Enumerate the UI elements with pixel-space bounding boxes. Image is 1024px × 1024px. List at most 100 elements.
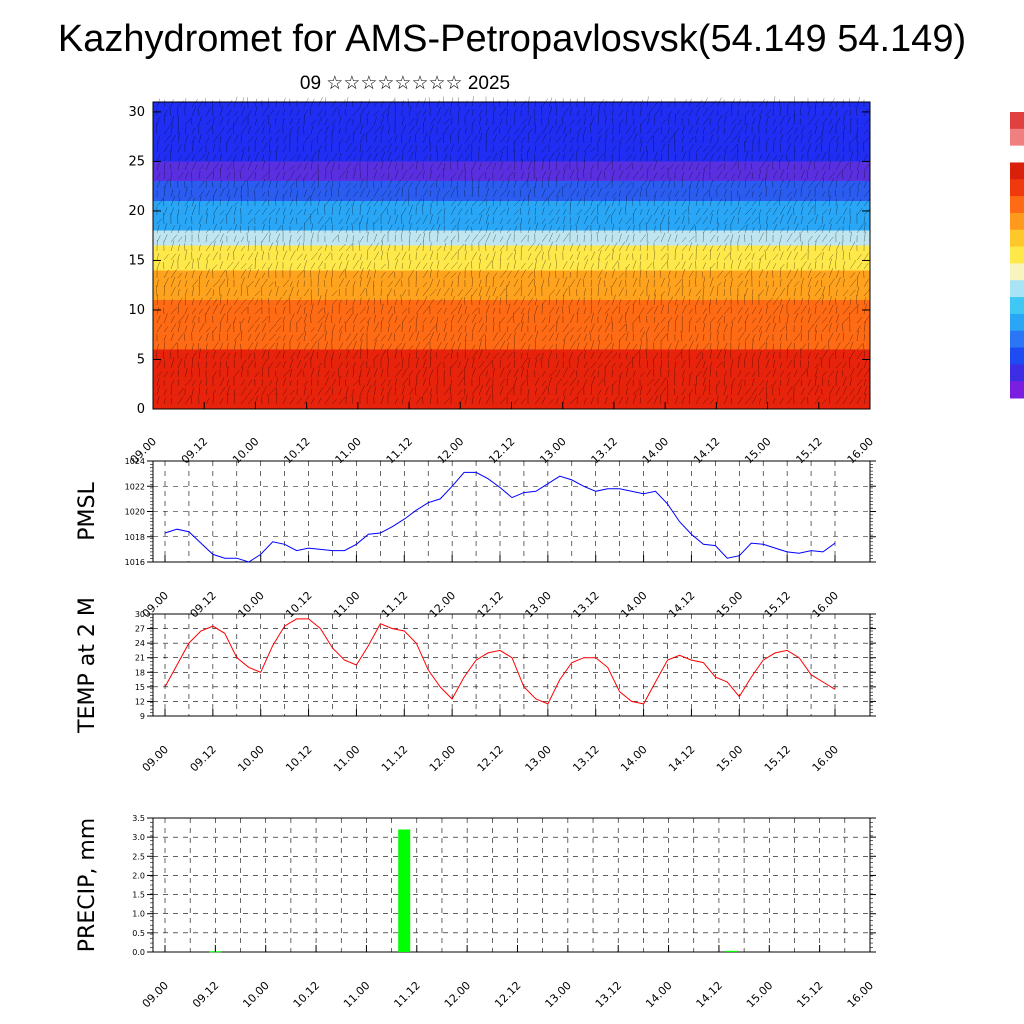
x-tick-label: 09.12 [190,979,221,1010]
x-tick-label: 15.12 [794,979,825,1010]
x-tick-label: 15.00 [742,435,773,466]
x-tick-label: 12.12 [475,743,506,774]
x-tick-label: 16.00 [810,589,841,620]
x-tick-label: 14.12 [666,589,697,620]
y-tick-label: 1.5 [132,891,145,900]
y-tick-label: 21 [135,654,145,663]
x-tick-label: 15.12 [793,435,824,466]
x-tick-label: 10.12 [291,979,322,1010]
x-tick-label: 09.00 [140,743,171,774]
y-tick-label: 1016 [125,558,145,567]
y-tick-label: 15 [128,253,145,268]
colorbar-swatch [1010,162,1024,180]
y-tick-label: 2.5 [132,852,145,861]
y-tick-label: 1018 [125,533,145,542]
colorbar-swatch [1010,229,1024,248]
x-tick-label: 11.12 [384,435,415,466]
x-tick-label: 11.00 [333,435,364,466]
y-tick-label: 0 [137,402,145,417]
date-subtitle: 09 ☆☆☆☆☆☆☆☆ 2025 [299,73,511,94]
colorbar-swatch [1010,381,1024,399]
precip-bar [398,829,411,952]
x-tick-label: 10.00 [235,743,266,774]
colorbar-swatch [1010,212,1024,231]
y-tick-label: 1.0 [132,910,145,919]
plot-frame [152,817,871,953]
x-tick-label: 11.12 [379,589,410,620]
x-tick-label: 14.12 [691,435,722,466]
x-tick-label: 09.12 [188,743,219,774]
precip-chart: 0.0 0.5 1.0 1.5 2.0 2.5 3.0 3.5 09.00 09.12 10.00 1… [75,814,876,1010]
x-tick-label: 13.12 [589,435,620,466]
x-tick-label: 14.12 [666,743,697,774]
x-tick-label: 15.12 [762,743,793,774]
colorbar-swatch [1010,280,1024,298]
colorbar-swatch [1010,347,1024,365]
y-tick-label: 15 [135,683,145,692]
x-tick-label: 15.12 [762,589,793,620]
colorbar [1010,112,1024,399]
colorbar-swatch [1010,297,1024,315]
x-tick-label: 11.00 [341,979,372,1010]
temp-series-line [164,618,836,705]
colorbar-swatch [1010,179,1024,197]
y-tick-label: 25 [128,154,145,169]
x-tick-label: 13.12 [570,589,601,620]
x-tick-label: 11.00 [331,589,362,620]
y-axis-label: PMSL [75,482,100,541]
colorbar-swatch [1010,330,1024,349]
colorbar-swatch [1010,196,1024,214]
y-tick-label: 30 [135,610,145,619]
x-tick-label: 14.00 [618,743,649,774]
x-tick-label: 13.00 [537,435,568,466]
x-tick-label: 15.00 [744,979,775,1010]
x-tick-label: 10.00 [230,435,261,466]
y-tick-label: 27 [135,625,145,634]
y-tick-label: 0.5 [132,929,145,938]
x-tick-label: 14.00 [640,435,671,466]
colorbar-swatch [1010,128,1024,147]
x-tick-label: 14.12 [694,979,725,1010]
colorbar-swatch [1010,112,1024,130]
x-tick-label: 10.12 [281,435,312,466]
y-tick-label: 12 [135,697,145,706]
x-tick-label: 15.00 [714,743,745,774]
x-tick-label: 09.00 [140,979,171,1010]
x-tick-label: 09.12 [179,435,210,466]
y-tick-label: 1022 [125,482,145,491]
y-axis-label: TEMP at 2 M [75,597,100,734]
wind-barbs [156,96,871,405]
y-tick-label: 10 [128,303,145,318]
x-tick-label: 10.00 [235,589,266,620]
colorbar-swatch [1010,364,1024,382]
x-tick-label: 13.00 [523,589,554,620]
y-tick-label: 9 [140,712,145,721]
x-tick-label: 16.00 [845,979,876,1010]
page-title: Kazhydromet for AMS-Petropavlosvsk(54.14… [57,18,967,60]
x-tick-label: 14.00 [643,979,674,1010]
x-tick-label: 12.12 [492,979,523,1010]
y-tick-label: 30 [128,105,145,120]
x-tick-label: 11.12 [379,743,410,774]
x-tick-label: 14.00 [618,589,649,620]
y-tick-label: 18 [135,668,145,677]
x-tick-label: 12.00 [427,589,458,620]
x-tick-label: 13.00 [543,979,574,1010]
x-tick-label: 10.00 [240,979,271,1010]
y-axis-label: PRECIP, mm [75,818,100,952]
heatmap-field [153,102,870,409]
x-tick-label: 13.00 [523,743,554,774]
y-tick-label: 3.0 [132,833,145,842]
x-tick-label: 12.00 [427,743,458,774]
y-tick-label: 1024 [125,457,145,466]
colorbar-swatch [1010,145,1024,163]
x-tick-label: 16.00 [810,743,841,774]
x-tick-label: 10.12 [283,589,314,620]
x-tick-label: 11.12 [391,979,422,1010]
y-tick-label: 0.0 [132,948,145,957]
x-tick-label: 12.12 [475,589,506,620]
y-tick-label: 20 [128,204,145,219]
x-tick-label: 10.12 [283,743,314,774]
